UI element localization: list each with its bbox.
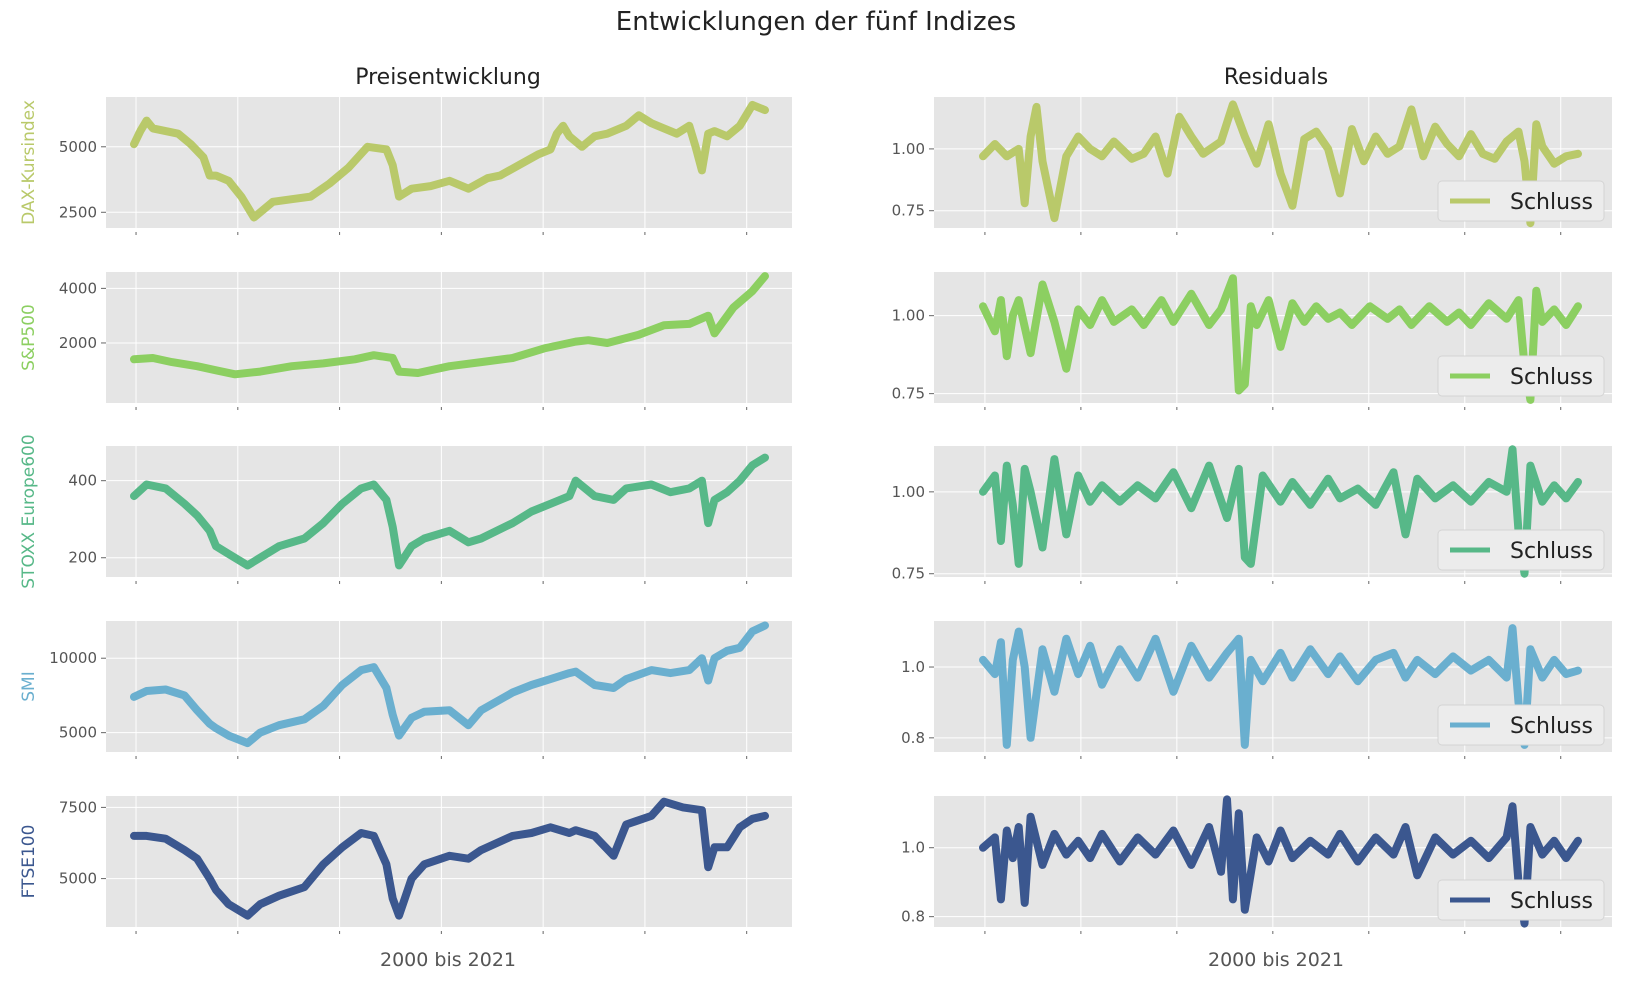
residual-dax-kursindex-y-tick-label: 0.75 [892, 202, 925, 220]
price-s-p500-y-tick-label: 2000 [59, 334, 97, 352]
price-stoxx-europe600-series-line [130, 453, 769, 570]
price-dax-kursindex-y-axis-label: DAX-Kursindex [19, 100, 39, 225]
residual-dax-kursindex-series-line [979, 100, 1582, 228]
panels: 2500 5000 DAX-Kursindex 2000 4000 S&P500 200 40… [19, 97, 1612, 934]
residual-smi-y-tick-label: 0.8 [901, 729, 925, 747]
price-dax-kursindex-y-tick-label: 5000 [59, 138, 97, 156]
price-s-p500-plot-area [106, 272, 792, 403]
residual-stoxx-europe600-series-line [979, 445, 1582, 578]
residual-ftse100-y-tick-label: 0.8 [901, 908, 925, 926]
residual-s-p500-legend-box [1437, 355, 1605, 397]
residual-smi-legend-label: Schluss [1510, 714, 1593, 739]
price-smi-y-axis-label: SMI [19, 671, 39, 701]
residual-s-p500-legend-label: Schluss [1510, 365, 1593, 390]
price-stoxx-europe600-y-axis-label: STOXX Europe600 [19, 434, 39, 588]
residual-ftse100-y-tick-label: 1.0 [901, 839, 925, 857]
residual-column-title: Residuals [1224, 65, 1328, 90]
price-ftse100-y-axis-label: FTSE100 [19, 825, 39, 899]
price-smi-series-line [130, 621, 769, 748]
residual-dax-kursindex-legend-box [1437, 180, 1605, 222]
residual-dax-kursindex-y-tick-label: 1.00 [892, 140, 925, 158]
price-dax-kursindex-plot-area [106, 97, 792, 228]
price-s-p500-y-tick-label: 4000 [59, 279, 97, 297]
residual-s-p500-y-tick-label: 0.75 [892, 385, 925, 403]
price-ftse100-series-line [130, 797, 769, 920]
residual-smi-series-line [979, 624, 1582, 749]
residual-stoxx-europe600-legend-box [1437, 529, 1605, 571]
residual-stoxx-europe600-y-tick-label: 0.75 [892, 565, 925, 583]
price-ftse100-plot-area [106, 796, 792, 927]
price-dax-kursindex-y-tick-label: 2500 [59, 203, 97, 221]
residual-s-p500-series-line [979, 274, 1582, 404]
price-x-axis-label: 2000 bis 2021 [380, 949, 516, 971]
price-stoxx-europe600-plot-area [106, 446, 792, 577]
price-dax-kursindex-series-line [130, 100, 769, 222]
price-stoxx-europe600-y-tick-label: 400 [68, 472, 97, 490]
residual-ftse100-legend-box [1437, 879, 1605, 921]
price-stoxx-europe600-y-tick-label: 200 [68, 549, 97, 567]
price-ftse100-y-tick-label: 7500 [59, 798, 97, 816]
figure-title: Entwicklungen der fünf Indizes [616, 7, 1016, 37]
price-column-title: Preisentwicklung [355, 65, 541, 90]
residual-ftse100-series-line [979, 795, 1582, 928]
residual-s-p500-y-tick-label: 1.00 [892, 307, 925, 325]
residual-stoxx-europe600-legend-label: Schluss [1510, 539, 1593, 564]
residual-ftse100-legend-label: Schluss [1510, 889, 1593, 914]
price-smi-y-tick-label: 10000 [49, 649, 97, 667]
price-smi-y-tick-label: 5000 [59, 724, 97, 742]
residual-smi-y-tick-label: 1.0 [901, 658, 925, 676]
price-s-p500-y-axis-label: S&P500 [19, 304, 39, 371]
price-ftse100-y-tick-label: 5000 [59, 870, 97, 888]
price-s-p500-series-line [130, 272, 769, 379]
residual-stoxx-europe600-y-tick-label: 1.00 [892, 483, 925, 501]
residual-x-axis-label: 2000 bis 2021 [1208, 949, 1344, 971]
residual-dax-kursindex-legend-label: Schluss [1510, 190, 1593, 215]
residual-smi-legend-box [1437, 704, 1605, 746]
